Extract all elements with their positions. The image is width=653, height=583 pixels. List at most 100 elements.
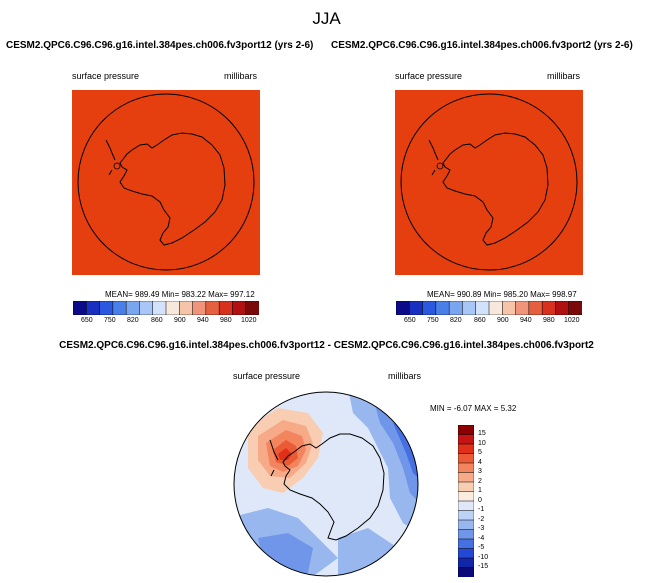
left-stats: MEAN= 989.49 Min= 983.22 Max= 997.12 — [105, 290, 255, 299]
left-tick-label: 940 — [197, 317, 209, 324]
right-tick-label: 860 — [474, 317, 486, 324]
left-variable-label: surface pressure — [72, 71, 140, 81]
colorbar-swatch — [515, 301, 530, 315]
right-colorbar-ticks: 650 750 820 860 900 940 980 1020 — [396, 317, 582, 327]
colorbar-swatch — [218, 301, 233, 315]
left-map-panel — [72, 90, 260, 275]
diff-units-label: millibars — [388, 371, 422, 381]
left-tick-label: 860 — [151, 317, 163, 324]
v-tick-label: -4 — [478, 535, 485, 542]
colorbar-swatch — [192, 301, 207, 315]
right-tick-label: 940 — [520, 317, 532, 324]
right-units-label: millibars — [547, 71, 581, 81]
colorbar-swatch — [488, 301, 503, 315]
right-colorbar — [396, 301, 582, 315]
right-island-outline — [436, 162, 444, 170]
v-tick-label: -15 — [478, 563, 489, 570]
v-tick-label: -2 — [478, 516, 485, 523]
colorbar-swatch — [86, 301, 101, 315]
v-colorbar-swatch — [458, 491, 474, 502]
left-antarctica-outline — [119, 132, 226, 246]
v-tick-label: -3 — [478, 525, 485, 532]
v-colorbar-swatch — [458, 481, 474, 493]
v-tick-label: -1 — [478, 506, 485, 513]
colorbar-swatch — [125, 301, 140, 315]
colorbar-swatch — [73, 301, 87, 315]
right-tick-label: 900 — [497, 317, 509, 324]
colorbar-swatch — [541, 301, 556, 315]
v-tick-label: 3 — [478, 468, 482, 475]
left-map-boundary — [77, 93, 255, 271]
colorbar-swatch — [568, 301, 582, 315]
right-tick-label: 820 — [450, 317, 462, 324]
colorbar-swatch — [462, 301, 477, 315]
v-tick-label: 10 — [478, 440, 486, 447]
colorbar-swatch — [112, 301, 127, 315]
colorbar-swatch — [232, 301, 247, 315]
v-tick-label: 2 — [478, 478, 482, 485]
left-tick-label: 750 — [104, 317, 116, 324]
diff-map-boundary — [233, 391, 419, 577]
left-map-fill — [72, 90, 260, 275]
right-tick-label: 650 — [404, 317, 416, 324]
right-variable-label: surface pressure — [395, 71, 463, 81]
v-colorbar-swatch — [458, 548, 474, 559]
right-map-boundary — [400, 93, 578, 271]
diff-contour-red — [278, 448, 292, 460]
diff-map-panel — [233, 391, 419, 577]
diff-peninsula-outline — [269, 439, 279, 477]
right-antarctica-outline — [442, 132, 549, 246]
left-tick-label: 1020 — [241, 317, 257, 324]
colorbar-swatch — [502, 301, 517, 315]
colorbar-swatch — [396, 301, 410, 315]
left-units-label: millibars — [224, 71, 258, 81]
colorbar-swatch — [179, 301, 194, 315]
v-colorbar-swatch — [458, 538, 474, 550]
colorbar-swatch — [152, 301, 167, 315]
left-tick-label: 980 — [220, 317, 232, 324]
v-tick-label: 1 — [478, 487, 482, 494]
left-colorbar — [73, 301, 259, 315]
colorbar-swatch — [165, 301, 180, 315]
colorbar-swatch — [245, 301, 259, 315]
v-colorbar-swatch — [458, 434, 474, 445]
left-tick-label: 900 — [174, 317, 186, 324]
v-tick-label: 5 — [478, 449, 482, 456]
v-tick-label: 15 — [478, 430, 486, 437]
v-colorbar-swatch — [458, 519, 474, 531]
right-tick-label: 750 — [427, 317, 439, 324]
left-peninsula-outline — [105, 139, 116, 176]
v-colorbar-swatch — [458, 500, 474, 512]
v-tick-label: 4 — [478, 459, 482, 466]
v-colorbar-swatch — [458, 462, 474, 474]
colorbar-swatch — [555, 301, 570, 315]
left-panel-title: CESM2.QPC6.C96.C96.g16.intel.384pes.ch00… — [6, 40, 314, 51]
v-colorbar-swatch — [458, 557, 474, 569]
v-colorbar-swatch — [458, 472, 474, 483]
left-colorbar-ticks: 650 750 820 860 900 940 980 1020 — [73, 317, 259, 327]
colorbar-swatch — [139, 301, 154, 315]
diff-panel-title: CESM2.QPC6.C96.C96.g16.intel.384pes.ch00… — [59, 340, 594, 351]
right-stats: MEAN= 990.89 Min= 985.20 Max= 998.97 — [427, 290, 577, 299]
colorbar-swatch — [99, 301, 114, 315]
season-title: JJA — [312, 9, 341, 28]
right-tick-label: 1020 — [564, 317, 580, 324]
diff-stats: MIN = -6.07 MAX = 5.32 — [430, 404, 517, 413]
v-colorbar-swatch — [458, 453, 474, 464]
right-peninsula-outline — [428, 139, 439, 176]
diff-colorbar-labels: 15 10 5 4 3 2 1 0 -1 -2 -3 -4 -5 -10 -15 — [478, 425, 508, 577]
v-colorbar-swatch — [458, 529, 474, 540]
left-tick-label: 650 — [81, 317, 93, 324]
v-tick-label: 0 — [478, 497, 482, 504]
colorbar-swatch — [422, 301, 437, 315]
colorbar-swatch — [475, 301, 490, 315]
left-island-outline — [113, 162, 121, 170]
right-panel-title: CESM2.QPC6.C96.C96.g16.intel.384pes.ch00… — [331, 40, 633, 51]
diff-variable-label: surface pressure — [233, 371, 301, 381]
colorbar-swatch — [205, 301, 220, 315]
right-tick-label: 980 — [543, 317, 555, 324]
colorbar-swatch — [528, 301, 543, 315]
v-colorbar-swatch — [458, 510, 474, 521]
right-map-panel — [395, 90, 583, 275]
diff-antarctica-outline — [282, 433, 385, 541]
